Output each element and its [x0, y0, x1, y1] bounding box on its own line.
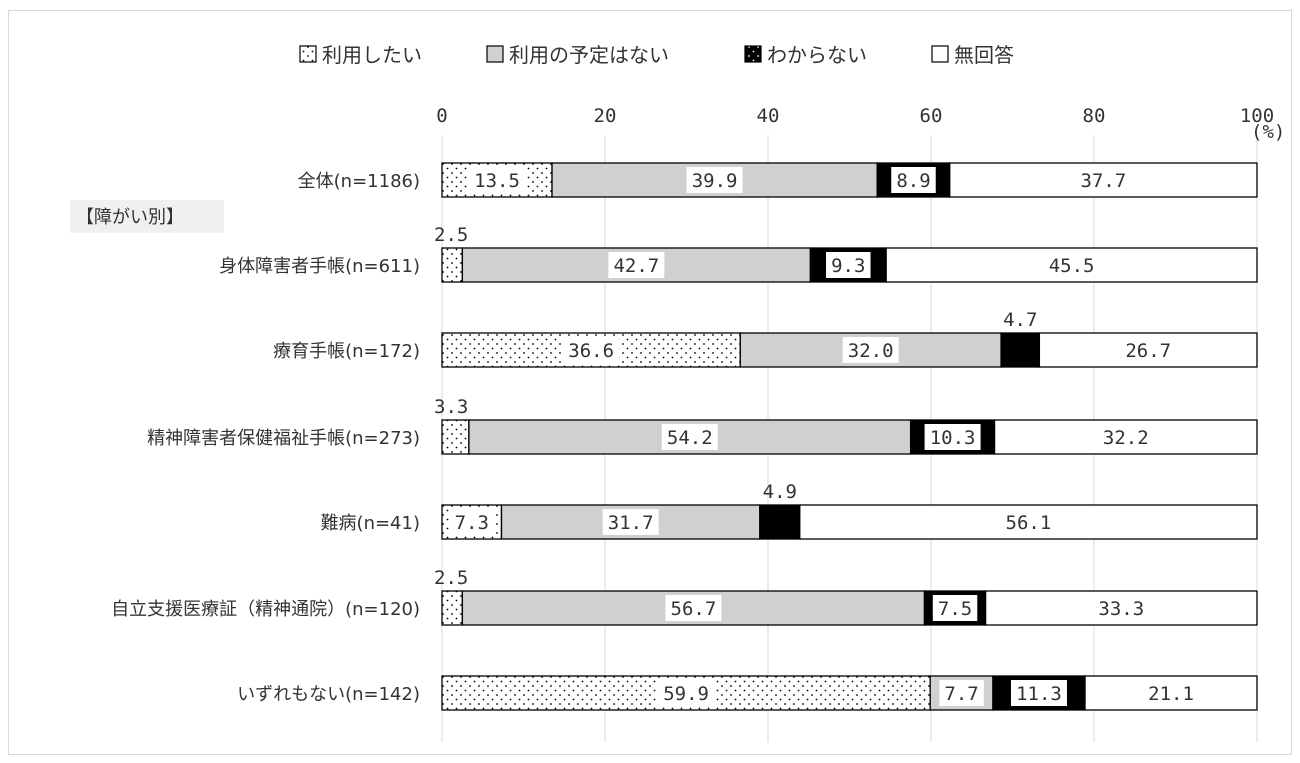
value-label-r7-s1: 59.9 — [663, 683, 709, 705]
legend-swatch-1 — [299, 45, 317, 63]
unit-label: (%) — [1251, 121, 1285, 143]
bar-segment-r4-s1 — [441, 419, 470, 455]
value-label-r7-s2: 7.7 — [944, 683, 978, 705]
legend-swatch-3 — [744, 45, 762, 63]
legend-swatch-4 — [931, 45, 949, 63]
legend-swatch-2 — [486, 45, 504, 63]
bars: 13.5 39.9 8.9 37.7 2.5 42.7 9.3 45.5 36.6 32.0 4.7… — [434, 162, 1258, 711]
value-label-bg-r7-s3 — [1010, 680, 1067, 706]
value-label-r6-s3: 7.5 — [938, 598, 972, 620]
value-label-bg-r7-s1 — [658, 680, 715, 706]
category-labels: 全体(n=1186) 身体障害者手帳(n=611) 療育手帳(n=172) 精神障害者… — [111, 171, 420, 705]
value-label-bg-r1-s1 — [469, 167, 526, 193]
legend-label-2: 利用の予定はない — [509, 43, 669, 67]
bar-segment-r2-s1 — [441, 247, 464, 283]
value-label-bg-r1-s2 — [686, 167, 743, 193]
category-label-3: 療育手帳(n=172) — [273, 341, 420, 362]
bar-segment-r6-s1 — [441, 590, 464, 626]
value-label-bg-r2-s4 — [1043, 252, 1100, 278]
value-label-bg-r1-s3 — [891, 167, 936, 193]
value-label-bg-r6-s3 — [932, 595, 978, 621]
x-tick-60: 60 — [920, 105, 943, 127]
x-tick-80: 80 — [1083, 105, 1106, 127]
value-label-r7-s4: 21.1 — [1148, 683, 1194, 705]
value-label-r2-s1: 2.5 — [434, 224, 468, 246]
x-tick-40: 40 — [757, 105, 780, 127]
value-label-bg-r6-s4 — [1093, 595, 1150, 621]
value-label-r3-s1: 36.6 — [568, 340, 614, 362]
value-label-bg-r4-s3 — [924, 424, 981, 450]
value-label-bg-r1-s4 — [1075, 167, 1132, 193]
category-label-6: 自立支援医療証（精神通院）(n=120) — [111, 599, 420, 620]
value-label-r5-s1: 7.3 — [455, 512, 489, 534]
x-tick-0: 0 — [436, 105, 447, 127]
x-tick-100: 100 — [1240, 105, 1274, 127]
group-label-text: 【障がい別】 — [76, 207, 184, 228]
value-label-bg-r3-s2 — [842, 337, 899, 363]
value-label-r6-s4: 33.3 — [1098, 598, 1144, 620]
value-label-bg-r7-s2 — [939, 680, 984, 706]
value-label-bg-r3-s1 — [563, 337, 620, 363]
value-label-bg-r5-s2 — [602, 509, 659, 535]
value-label-r6-s2: 56.7 — [671, 598, 717, 620]
legend-label-3: わからない — [767, 43, 867, 67]
value-label-r2-s2: 42.7 — [613, 255, 659, 277]
value-label-r5-s2: 31.7 — [608, 512, 654, 534]
value-label-bg-r5-s1 — [449, 509, 494, 535]
chart-frame — [8, 10, 1292, 755]
value-label-r2-s3: 9.3 — [831, 255, 865, 277]
bar-segment-r3-s3 — [1000, 332, 1041, 368]
value-label-r1-s1: 13.5 — [474, 170, 520, 192]
value-label-r4-s1: 3.3 — [434, 396, 468, 418]
group-label-bg — [70, 200, 224, 233]
value-label-bg-r4-s2 — [661, 424, 718, 450]
value-label-r7-s3: 11.3 — [1016, 683, 1062, 705]
value-label-r4-s3: 10.3 — [930, 427, 976, 449]
value-label-bg-r4-s4 — [1097, 424, 1154, 450]
value-label-r3-s4: 26.7 — [1125, 340, 1171, 362]
legend-label-4: 無回答 — [954, 43, 1014, 67]
bar-segment-r5-s3 — [759, 504, 801, 540]
value-label-bg-r3-s4 — [1120, 337, 1177, 363]
legend: 利用したい 利用の予定はない わからない 無回答 — [299, 43, 1014, 67]
value-label-bg-r5-s4 — [1000, 509, 1057, 535]
group-label: 【障がい別】 — [70, 200, 224, 233]
value-label-r5-s4: 56.1 — [1006, 512, 1052, 534]
value-label-bg-r2-s3 — [826, 252, 871, 278]
category-label-5: 難病(n=41) — [321, 513, 420, 534]
category-label-2: 身体障害者手帳(n=611) — [219, 256, 420, 277]
x-axis-ticks: 0 20 40 60 80 100 — [436, 105, 1274, 127]
value-label-bg-r7-s4 — [1143, 680, 1200, 706]
category-label-4: 精神障害者保健福祉手帳(n=273) — [147, 428, 420, 449]
value-label-r4-s2: 54.2 — [667, 427, 713, 449]
category-label-1: 全体(n=1186) — [298, 171, 420, 192]
value-label-r1-s2: 39.9 — [692, 170, 738, 192]
value-label-r1-s3: 8.9 — [896, 170, 930, 192]
value-label-r6-s1: 2.5 — [434, 567, 468, 589]
value-label-bg-r2-s2 — [608, 252, 665, 278]
value-label-bg-r6-s2 — [665, 595, 722, 621]
value-label-r3-s3: 4.7 — [1003, 309, 1037, 331]
value-label-r2-s4: 45.5 — [1049, 255, 1095, 277]
x-tick-20: 20 — [594, 105, 617, 127]
value-label-r4-s4: 32.2 — [1103, 427, 1149, 449]
value-label-r5-s3: 4.9 — [763, 481, 797, 503]
value-label-r3-s2: 32.0 — [848, 340, 894, 362]
value-label-r1-s4: 37.7 — [1080, 170, 1126, 192]
legend-label-1: 利用したい — [322, 43, 422, 67]
category-label-7: いずれもない(n=142) — [237, 684, 420, 705]
